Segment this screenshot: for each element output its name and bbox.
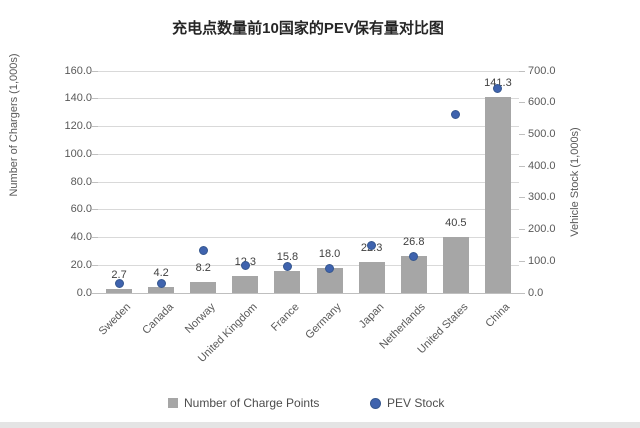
right-axis-tick-label: 700.0 <box>528 64 556 77</box>
legend-item-pev-stock: PEV Stock <box>370 396 444 410</box>
gridline <box>98 126 519 127</box>
left-axis-tick <box>92 153 98 155</box>
pev-stock-dot-norway <box>198 246 208 255</box>
right-axis-tick <box>519 197 525 199</box>
chart-title: 充电点数量前10国家的PEV保有量对比图 <box>172 20 444 37</box>
pev-stock-dot-sweden <box>114 278 124 288</box>
gridline <box>98 264 519 266</box>
pev-stock-dot-japan <box>367 240 377 250</box>
gridline <box>98 292 519 294</box>
right-axis-tick-label: 300.0 <box>528 191 556 204</box>
category-label-germany: Germany <box>303 301 345 342</box>
bar-sweden <box>106 289 133 293</box>
dot-series-swatch-icon <box>370 397 381 409</box>
gridline <box>98 98 519 100</box>
pev-stock-dot-netherlands <box>409 251 419 261</box>
gridline <box>98 70 519 72</box>
left-axis-tick-label: 20.0 <box>70 258 92 271</box>
bar-china <box>484 96 511 293</box>
left-axis-tick <box>92 264 98 266</box>
right-axis-tick <box>519 133 525 135</box>
left-axis-tick-label: 120.0 <box>64 120 92 132</box>
left-axis-tick <box>92 209 98 211</box>
bar-france <box>274 271 301 293</box>
bar-united-states <box>442 236 469 293</box>
pev-stock-dot-canada <box>156 278 166 288</box>
bar-data-label: 8.2 <box>195 261 211 274</box>
category-label-france: France <box>269 301 302 334</box>
bar-united-kingdom <box>232 275 259 293</box>
gridline <box>98 237 519 238</box>
bar-canada <box>148 287 175 293</box>
right-axis-tick <box>519 260 525 262</box>
gridline <box>98 153 519 155</box>
left-axis-tick-label: 0.0 <box>76 286 92 299</box>
left-axis-tick <box>92 292 98 294</box>
bar-data-label: 26.8 <box>403 235 425 248</box>
left-axis-tick-label: 40.0 <box>70 231 92 243</box>
right-axis-tick <box>519 165 525 167</box>
pev-stock-dot-united-kingdom <box>240 260 250 270</box>
category-label-canada: Canada <box>139 301 176 337</box>
left-axis-tick-label: 140.0 <box>64 92 92 105</box>
pev-stock-dot-united-states <box>451 109 461 119</box>
left-axis-tick <box>92 181 98 183</box>
bar-series-swatch-icon <box>168 398 178 408</box>
gridline <box>98 181 519 183</box>
right-axis-tick-label: 200.0 <box>528 223 556 236</box>
bar-data-label: 18.0 <box>318 248 341 261</box>
legend-label-pev-stock: PEV Stock <box>387 396 445 410</box>
bottom-border-strip <box>0 422 640 428</box>
right-axis-tick <box>519 102 525 104</box>
left-axis-tick <box>92 237 98 238</box>
right-axis-tick-label: 400.0 <box>528 159 556 172</box>
right-axis-tick-label: 500.0 <box>528 127 556 140</box>
right-axis-tick-label: 100.0 <box>528 254 556 267</box>
left-axis-tick-label: 160.0 <box>64 64 92 77</box>
legend-label-charge-points: Number of Charge Points <box>184 396 320 410</box>
right-axis-tick <box>519 229 525 231</box>
right-axis-tick <box>519 70 525 72</box>
right-axis-tick-label: 0.0 <box>528 286 544 299</box>
right-axis-tick-label: 600.0 <box>528 96 556 109</box>
left-axis-tick <box>92 126 98 127</box>
bar-data-label: 15.8 <box>276 251 299 264</box>
left-axis-tick <box>92 70 98 72</box>
bar-data-label: 141.3 <box>484 76 512 89</box>
pev-stock-dot-france <box>282 261 292 271</box>
category-label-china: China <box>483 301 513 330</box>
left-axis-tick <box>92 98 98 100</box>
gridline <box>98 209 519 211</box>
category-label-norway: Norway <box>182 301 218 336</box>
left-axis-tick-label: 100.0 <box>64 147 92 160</box>
legend-item-charge-points: Number of Charge Points <box>168 396 319 410</box>
bar-data-label: 40.5 <box>445 216 467 229</box>
bar-data-label: 4.2 <box>153 267 169 280</box>
pev-stock-dot-china <box>493 83 503 93</box>
bar-norway <box>190 281 217 293</box>
left-axis-tick-label: 80.0 <box>70 175 92 188</box>
category-label-sweden: Sweden <box>96 301 134 338</box>
bar-data-label: 2.7 <box>111 269 127 282</box>
bar-japan <box>358 262 385 293</box>
pev-stock-dot-germany <box>325 264 335 274</box>
bar-netherlands <box>400 255 427 293</box>
left-axis-tick-label: 60.0 <box>70 203 92 216</box>
category-label-japan: Japan <box>356 301 387 331</box>
right-axis-tick <box>519 292 525 294</box>
